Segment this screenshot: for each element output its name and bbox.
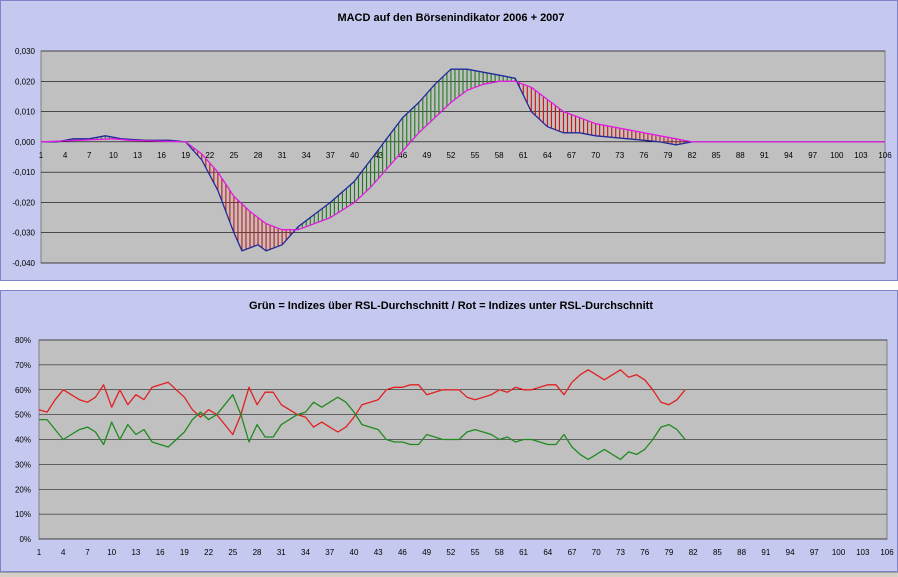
series-line-2	[40, 80, 885, 231]
chart-title: Grün = Indizes über RSL-Durchschnitt / R…	[249, 300, 653, 312]
x-tick-label: 67	[567, 151, 576, 160]
y-tick-label: 0,020	[15, 77, 36, 86]
x-tick-label: 4	[61, 548, 66, 557]
x-tick-label: 49	[422, 548, 431, 557]
x-tick-label: 97	[810, 548, 819, 557]
y-tick-label: -0,010	[12, 168, 35, 177]
x-tick-label: 64	[543, 548, 552, 557]
x-tick-label: 10	[109, 151, 118, 160]
x-tick-label: 43	[374, 548, 383, 557]
y-tick-label: -0,040	[12, 259, 35, 268]
x-tick-label: 28	[254, 151, 263, 160]
series-line-1	[41, 68, 885, 252]
x-tick-label: 10	[107, 548, 116, 557]
macd-chart-svg: MACD auf den Börsenindikator 2006 + 2007…	[12, 12, 892, 268]
x-tick-label: 70	[592, 548, 601, 557]
y-tick-label: 10%	[15, 510, 31, 519]
x-tick-label: 37	[326, 151, 335, 160]
y-tick-label: 30%	[15, 460, 31, 469]
x-tick-label: 7	[87, 151, 92, 160]
x-tick-label: 1	[39, 151, 44, 160]
y-tick-label: 0,010	[15, 108, 36, 117]
x-tick-label: 19	[180, 548, 189, 557]
series-line-1	[38, 369, 686, 436]
x-tick-label: 94	[786, 548, 795, 557]
x-tick-label: 31	[277, 548, 286, 557]
x-tick-label: 85	[713, 548, 722, 557]
x-tick-label: 82	[689, 548, 698, 557]
x-tick-label: 46	[398, 548, 407, 557]
rsl-chart: Grün = Indizes über RSL-Durchschnitt / R…	[0, 290, 898, 572]
x-tick-label: 58	[495, 151, 504, 160]
series-line-2	[39, 394, 686, 461]
x-tick-label: 85	[712, 151, 721, 160]
x-tick-label: 94	[784, 151, 793, 160]
y-tick-label: 70%	[15, 361, 31, 370]
x-tick-label: 76	[640, 548, 649, 557]
x-tick-label: 79	[664, 151, 673, 160]
x-tick-label: 37	[325, 548, 334, 557]
y-tick-label: 0%	[19, 535, 31, 544]
x-tick-label: 46	[398, 151, 407, 160]
x-tick-label: 91	[761, 548, 770, 557]
window-status-strip	[0, 572, 898, 577]
chart-title: MACD auf den Börsenindikator 2006 + 2007	[337, 12, 564, 24]
x-tick-label: 31	[278, 151, 287, 160]
x-tick-label: 4	[63, 151, 68, 160]
x-tick-label: 103	[856, 548, 870, 557]
x-tick-label: 19	[181, 151, 190, 160]
x-tick-label: 61	[519, 151, 528, 160]
x-tick-label: 13	[131, 548, 140, 557]
x-tick-label: 55	[471, 548, 480, 557]
x-tick-label: 1	[37, 548, 42, 557]
x-tick-label: 106	[878, 151, 892, 160]
x-tick-label: 73	[615, 151, 624, 160]
x-tick-label: 79	[664, 548, 673, 557]
macd-chart: MACD auf den Börsenindikator 2006 + 2007…	[0, 0, 898, 281]
y-tick-label: 50%	[15, 411, 31, 420]
x-tick-label: 34	[302, 151, 311, 160]
x-tick-label: 61	[519, 548, 528, 557]
y-tick-label: 40%	[15, 436, 31, 445]
rsl-chart-svg: Grün = Indizes über RSL-Durchschnitt / R…	[15, 300, 894, 557]
x-tick-label: 97	[808, 151, 817, 160]
x-tick-label: 40	[350, 548, 359, 557]
x-tick-label: 64	[543, 151, 552, 160]
x-tick-label: 52	[446, 548, 455, 557]
x-tick-label: 40	[350, 151, 359, 160]
x-tick-label: 91	[760, 151, 769, 160]
x-tick-label: 25	[228, 548, 237, 557]
x-tick-label: 76	[639, 151, 648, 160]
x-tick-label: 13	[133, 151, 142, 160]
x-tick-label: 103	[854, 151, 868, 160]
x-tick-label: 34	[301, 548, 310, 557]
y-tick-label: 0,030	[15, 47, 36, 56]
x-tick-label: 58	[495, 548, 504, 557]
y-tick-label: -0,020	[12, 198, 35, 207]
x-tick-label: 16	[156, 548, 165, 557]
x-tick-label: 22	[205, 151, 214, 160]
x-tick-label: 70	[591, 151, 600, 160]
y-tick-label: 0,000	[15, 138, 36, 147]
y-tick-label: -0,030	[12, 229, 35, 238]
x-tick-label: 25	[229, 151, 238, 160]
x-tick-label: 88	[736, 151, 745, 160]
x-tick-label: 100	[830, 151, 844, 160]
x-tick-label: 22	[204, 548, 213, 557]
x-tick-label: 49	[422, 151, 431, 160]
x-tick-label: 67	[568, 548, 577, 557]
x-tick-label: 55	[471, 151, 480, 160]
x-tick-label: 7	[85, 548, 90, 557]
x-tick-label: 73	[616, 548, 625, 557]
x-tick-label: 106	[880, 548, 894, 557]
y-tick-label: 60%	[15, 386, 31, 395]
x-tick-label: 28	[253, 548, 262, 557]
x-tick-label: 52	[446, 151, 455, 160]
y-tick-label: 20%	[15, 485, 31, 494]
x-tick-label: 82	[688, 151, 697, 160]
x-tick-label: 100	[832, 548, 846, 557]
x-tick-label: 88	[737, 548, 746, 557]
x-tick-label: 16	[157, 151, 166, 160]
y-tick-label: 80%	[15, 336, 31, 345]
